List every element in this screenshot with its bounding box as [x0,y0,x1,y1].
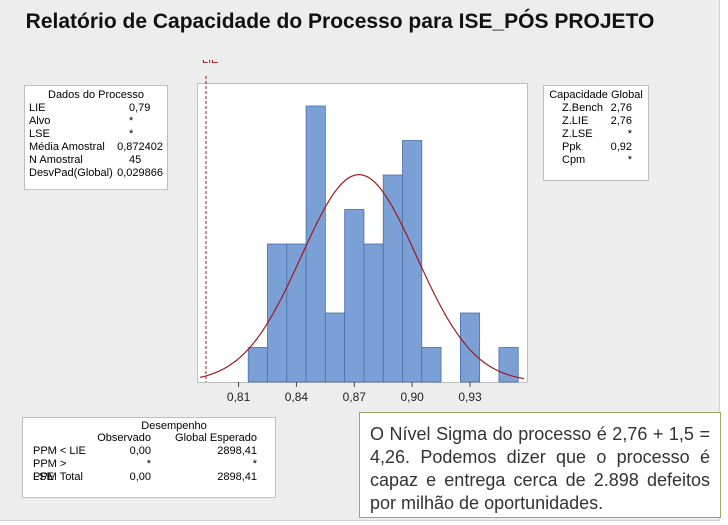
capability-row-value: 0,92 [610,141,632,153]
expected-column-header: Global Esperado [175,432,257,444]
capability-row-label: Z.Bench [562,102,603,114]
performance-expected: * [252,458,257,470]
capability-row: Cpm * [548,154,644,167]
performance-box: Desempenho Observado Global Esperado PPM… [22,417,276,498]
capability-row: Z.LSE * [548,128,644,141]
process-row: LSE * [29,128,163,141]
process-row-label: Média Amostral [29,141,105,153]
performance-row: PPM Total 0,00 2898,41 [27,471,271,484]
histogram-bar [305,105,326,383]
capability-row-value: * [627,128,632,140]
process-row-value: 45 [129,154,142,166]
histogram-bar [421,347,442,383]
process-row-label: N Amostral [29,154,83,166]
performance-observed: 0,00 [129,445,151,457]
histogram-bar [247,347,268,383]
observed-column-header: Observado [97,432,151,444]
performance-header: Desempenho [141,420,207,432]
performance-row-label: PPM > LSE [33,458,67,483]
process-row-label: LIE [29,102,46,114]
process-data-box: Dados do Processo LIE 0,79 Alvo * LSE * Méd… [24,85,168,190]
performance-expected: 2898,41 [217,471,257,483]
capability-row: Z.LIE 2,76 [548,115,644,128]
lie-label: LIE [202,60,219,66]
process-row-value: 0,029866 [117,167,163,179]
normal-curve [199,174,525,380]
process-row-value: * [129,115,134,127]
x-tick-label: 0,93 [458,390,482,404]
capability-row-label: Ppk [562,141,581,153]
capability-row-label: Z.LSE [562,128,593,140]
x-tick-label: 0,90 [400,390,424,404]
performance-column-headers: Observado Global Esperado [27,432,271,445]
capability-row-value: 2,76 [610,102,632,114]
sigma-level-callout: O Nível Sigma do processo é 2,76 + 1,5 =… [359,412,721,518]
histogram-bar [459,312,481,383]
process-row-label: LSE [29,128,50,140]
x-tick-label: 0,87 [343,390,367,404]
performance-observed: * [146,458,151,470]
histogram-bar [344,209,365,383]
report-title: Relatório de Capacidade do Processo para… [25,10,655,33]
process-row: N Amostral 45 [29,154,163,167]
process-row: Alvo * [29,115,163,128]
capability-histogram: LIE 0,81 0,84 0,87 0,90 0,93 [199,60,525,404]
capability-row: Ppk 0,92 [548,141,644,154]
capability-row-label: Cpm [562,154,586,166]
process-row-label: Alvo [29,115,51,127]
overall-capability-box: Capacidade Global Z.Bench 2,76 Z.LIE 2,76 … [543,85,649,181]
histogram-bar [286,243,307,383]
process-row-value: 0,872402 [117,141,163,153]
process-row-value: 0,79 [129,102,151,114]
histogram-bar [267,243,288,383]
capability-row-value: 2,76 [610,115,632,127]
x-tick-label: 0,84 [285,390,309,404]
performance-row-label: PPM Total [33,471,83,483]
process-data-header: Dados do Processo [48,89,144,101]
process-row: Média Amostral 0,872402 [29,141,163,154]
capability-row: Z.Bench 2,76 [548,102,644,115]
histogram-bar [382,174,403,383]
capability-row-label: Z.LIE [562,115,589,127]
performance-row: PPM > LSE * * [27,458,271,483]
histogram-bar [363,243,384,383]
capability-row-value: * [627,154,632,166]
process-row: DesvPad(Global) 0,029866 [29,167,163,180]
performance-observed: 0,00 [129,471,151,483]
process-row-label: DesvPad(Global) [29,167,113,179]
histogram-bar [324,312,346,383]
process-row-value: * [129,128,134,140]
performance-row-label: PPM < LIE [33,445,86,457]
performance-expected: 2898,41 [217,445,257,457]
capability-header: Capacidade Global [549,89,643,101]
process-row: LIE 0,79 [29,102,163,115]
performance-row: PPM < LIE 0,00 2898,41 [27,445,271,458]
x-tick-label: 0,81 [227,390,251,404]
